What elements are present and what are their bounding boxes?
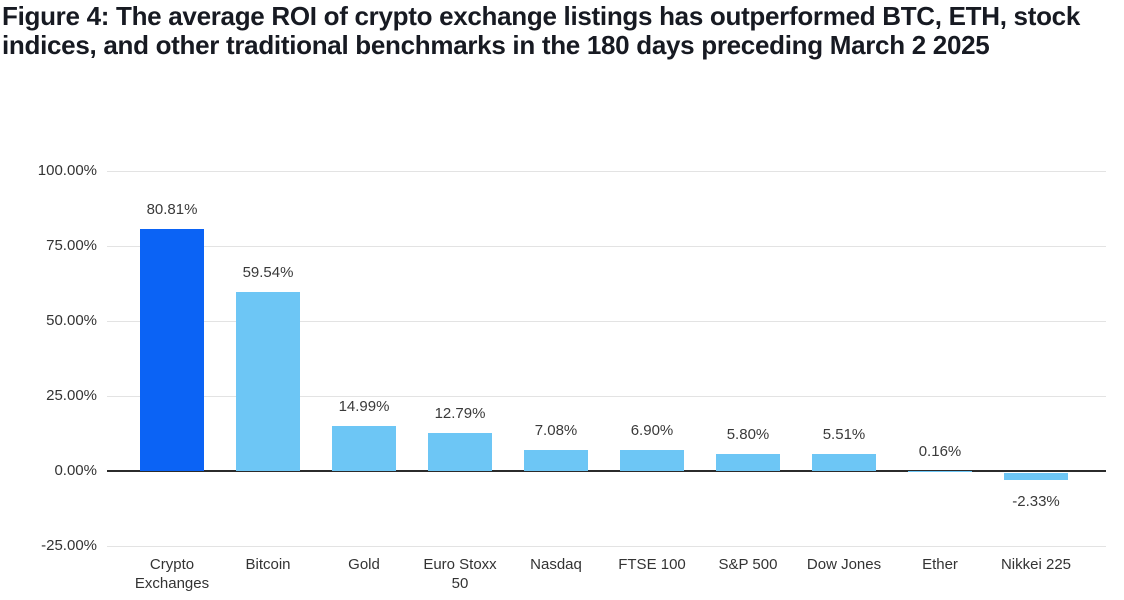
y-axis-tick-label: 0.00% (54, 462, 97, 479)
bar-s-p-500 (716, 453, 780, 471)
y-axis-tick-label: 75.00% (46, 237, 97, 254)
category-label-ftse-100: FTSE 100 (618, 556, 686, 573)
gridline-75 (107, 246, 1106, 247)
category-label-gold: Gold (348, 556, 380, 573)
bar-euro-stoxx-50 (428, 432, 492, 471)
y-axis-tick-label: 25.00% (46, 387, 97, 404)
category-label-crypto-exchanges: Crypto Exchanges (134, 556, 210, 592)
y-axis-tick-label: -25.00% (41, 537, 97, 554)
value-label-ftse-100: 6.90% (630, 422, 674, 440)
value-label-bitcoin: 59.54% (242, 264, 294, 282)
category-label-nasdaq: Nasdaq (530, 556, 582, 573)
y-axis-tick-label: 100.00% (37, 162, 97, 179)
category-label-euro-stoxx-50: Euro Stoxx 50 (423, 556, 497, 592)
value-label-nasdaq: 7.08% (534, 421, 578, 439)
gridline--25 (107, 546, 1106, 547)
value-label-crypto-exchanges: 80.81% (146, 200, 198, 218)
bar-ether (908, 470, 972, 472)
gridline-25 (107, 396, 1106, 397)
bar-gold (332, 426, 396, 471)
value-label-euro-stoxx-50: 12.79% (434, 404, 486, 422)
value-label-dow-jones: 5.51% (822, 426, 866, 444)
gridline-50 (107, 321, 1106, 322)
figure-title: Figure 4: The average ROI of crypto exch… (2, 1, 1080, 60)
category-label-nikkei-225: Nikkei 225 (1000, 556, 1072, 573)
bar-nikkei-225 (1004, 473, 1068, 480)
bar-crypto-exchanges (140, 228, 204, 471)
gridline-100 (107, 171, 1106, 172)
category-label-ether: Ether (922, 556, 958, 573)
value-label-gold: 14.99% (338, 398, 390, 416)
category-label-s-p-500: S&P 500 (718, 556, 778, 573)
x-axis-line (107, 470, 1106, 472)
category-label-bitcoin: Bitcoin (245, 556, 291, 573)
bar-ftse-100 (620, 450, 684, 471)
value-label-nikkei-225: -2.33% (1012, 492, 1060, 510)
y-axis-tick-label: 50.00% (46, 312, 97, 329)
bar-bitcoin (236, 292, 300, 471)
category-label-dow-jones: Dow Jones (806, 556, 882, 573)
bar-dow-jones (812, 454, 876, 471)
value-label-s-p-500: 5.80% (726, 425, 770, 443)
value-label-ether: 0.16% (918, 442, 962, 460)
bar-nasdaq (524, 449, 588, 471)
